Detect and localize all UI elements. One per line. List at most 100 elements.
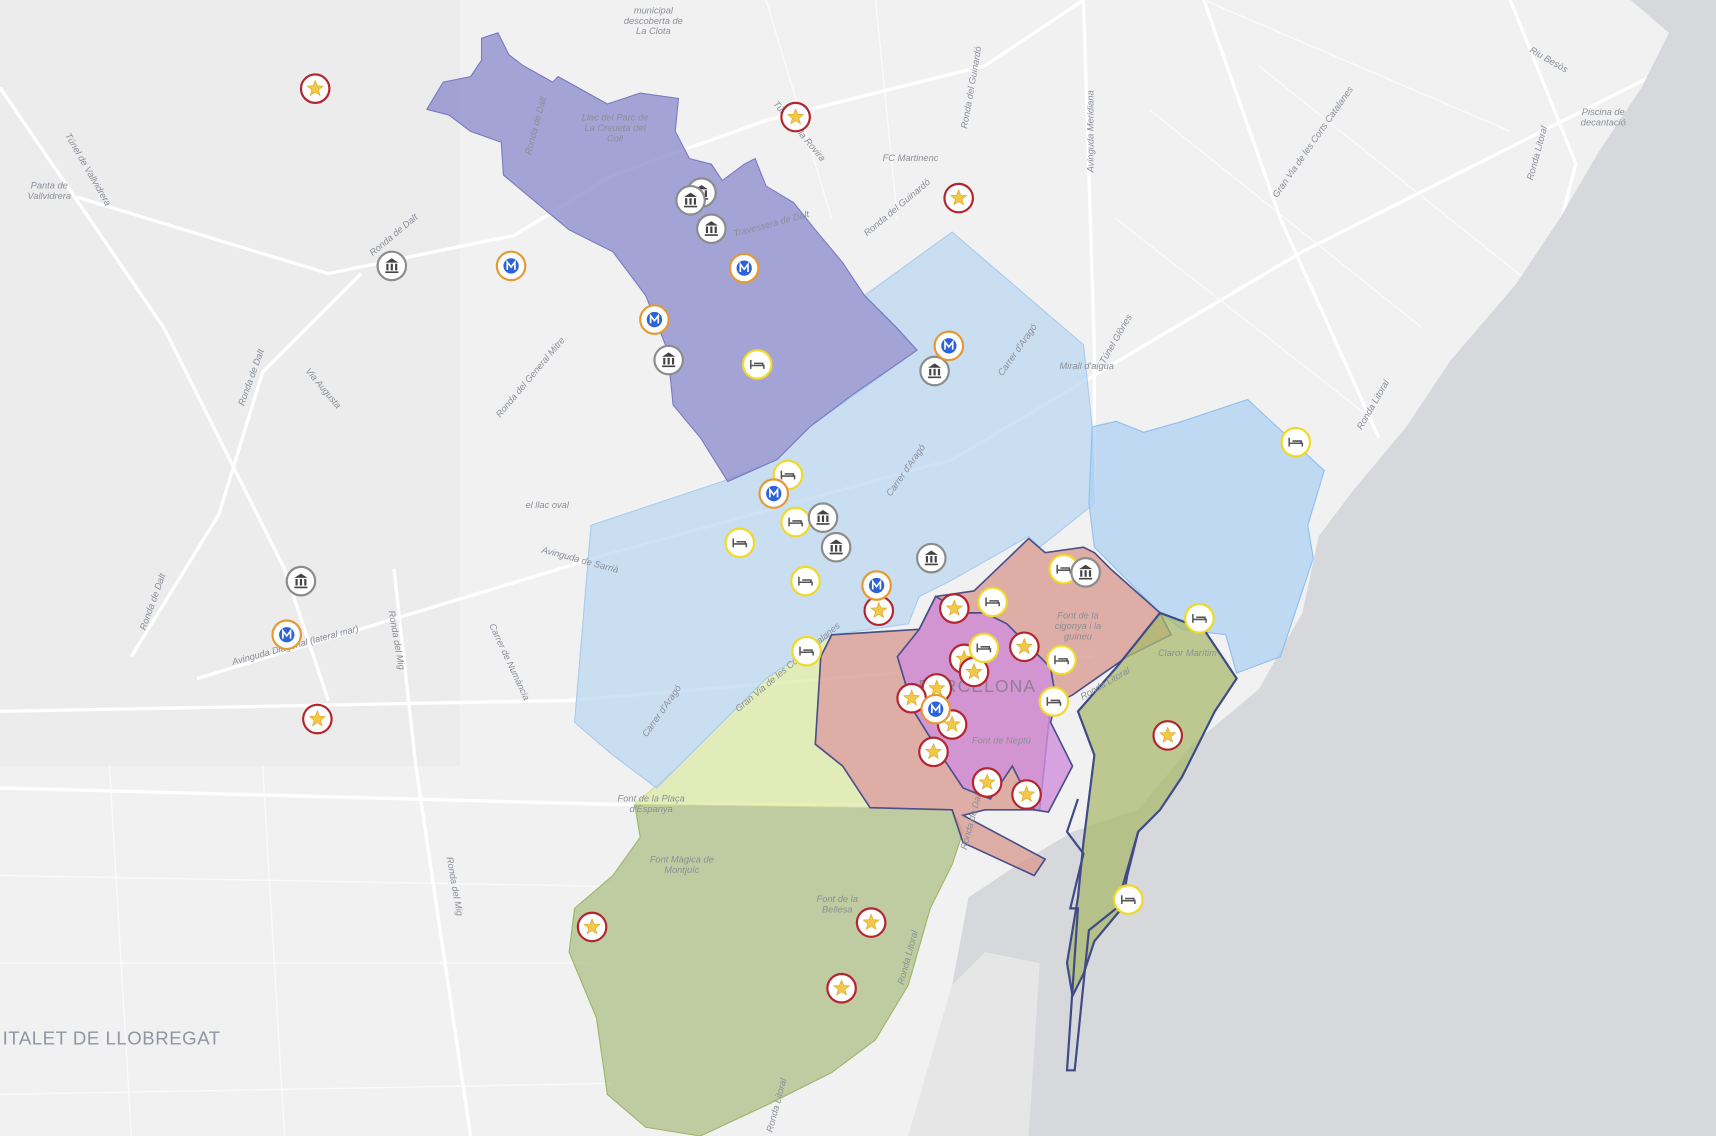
harbour-outline bbox=[1065, 798, 1140, 1072]
poi-marker-bed[interactable] bbox=[1184, 603, 1215, 634]
map-label: FC Martinenc bbox=[883, 153, 939, 163]
district[interactable] bbox=[1088, 398, 1325, 674]
map-label: municipal bbox=[634, 5, 674, 15]
marker-ring bbox=[968, 632, 1000, 664]
marker-ring bbox=[741, 349, 773, 380]
marker-ring bbox=[790, 565, 821, 597]
bed-icon bbox=[788, 517, 803, 527]
poi-marker-museum[interactable] bbox=[807, 502, 839, 533]
poi-marker-bed[interactable] bbox=[790, 565, 821, 597]
poi-marker-bed[interactable] bbox=[791, 635, 822, 667]
poi-marker-star[interactable] bbox=[918, 736, 949, 768]
bed-icon bbox=[732, 538, 748, 548]
map-label: cigonya i la bbox=[1055, 621, 1102, 631]
bed-icon bbox=[1054, 655, 1069, 665]
poi-marker-star[interactable] bbox=[1009, 631, 1040, 663]
poi-marker-museum[interactable] bbox=[1070, 557, 1101, 588]
poi-marker-bed[interactable] bbox=[1038, 686, 1070, 717]
map-label: ITALET DE LLOBREGAT bbox=[3, 1028, 221, 1049]
poi-marker-star[interactable] bbox=[299, 73, 331, 104]
star-icon bbox=[1015, 637, 1033, 655]
poi-marker-star[interactable] bbox=[943, 182, 975, 214]
map-label: descoberta de bbox=[624, 16, 683, 26]
poi-marker-star[interactable] bbox=[302, 703, 333, 735]
poi-marker-bed[interactable] bbox=[977, 586, 1008, 618]
map-label: Mirall d'aigua bbox=[1059, 361, 1113, 371]
poi-marker-bed[interactable] bbox=[1112, 884, 1144, 915]
road bbox=[392, 568, 473, 1136]
bed-icon bbox=[985, 597, 1000, 607]
poi-marker-star[interactable] bbox=[1011, 779, 1042, 810]
map-label: Claror Marítim bbox=[1158, 648, 1217, 658]
poi-marker-metro[interactable] bbox=[861, 570, 892, 601]
poi-marker-bed[interactable] bbox=[780, 506, 811, 538]
poi-marker-museum[interactable] bbox=[919, 355, 950, 387]
star-icon bbox=[924, 742, 943, 760]
poi-marker-star[interactable] bbox=[1152, 720, 1184, 751]
marker-ring bbox=[780, 506, 811, 538]
star-icon bbox=[943, 715, 961, 732]
hills bbox=[0, 0, 460, 767]
map-label: Piscina de bbox=[1582, 107, 1625, 117]
poi-marker-metro[interactable] bbox=[933, 330, 965, 362]
museum-icon bbox=[385, 258, 399, 274]
metro-m bbox=[769, 487, 779, 498]
poi-marker-museum[interactable] bbox=[916, 542, 947, 574]
poi-marker-metro[interactable] bbox=[728, 252, 760, 284]
district[interactable] bbox=[425, 32, 918, 483]
bed-icon bbox=[780, 470, 796, 480]
poi-marker-star[interactable] bbox=[938, 593, 970, 624]
bed-icon bbox=[976, 643, 992, 653]
map-label: Font de la Plaça bbox=[618, 793, 685, 803]
poi-marker-bed[interactable] bbox=[1046, 644, 1077, 676]
poi-marker-metro[interactable] bbox=[271, 619, 303, 651]
poi-marker-metro[interactable] bbox=[495, 250, 527, 282]
poi-marker-bed[interactable] bbox=[968, 632, 1000, 664]
poi-marker-bed[interactable] bbox=[741, 349, 773, 380]
poi-marker-bed[interactable] bbox=[724, 527, 756, 559]
star-icon bbox=[950, 188, 968, 206]
star-icon bbox=[945, 599, 963, 616]
poi-marker-metro[interactable] bbox=[639, 304, 670, 335]
map-label: Font de Neptú bbox=[972, 735, 1031, 745]
poi-marker-star[interactable] bbox=[896, 682, 927, 714]
map-label: Font Màgica de bbox=[650, 855, 714, 865]
poi-marker-star[interactable] bbox=[855, 907, 887, 938]
markers bbox=[271, 73, 1312, 1004]
poi-marker-museum[interactable] bbox=[696, 213, 727, 245]
metro-m bbox=[931, 702, 941, 714]
poi-marker-museum[interactable] bbox=[675, 184, 706, 216]
poi-marker-metro[interactable] bbox=[920, 693, 952, 725]
poi-marker-museum[interactable] bbox=[376, 250, 408, 282]
star-icon bbox=[1159, 726, 1177, 743]
star-icon bbox=[978, 773, 996, 790]
port bbox=[908, 952, 1040, 1136]
map-label: Panta de bbox=[31, 181, 68, 191]
museum-icon bbox=[924, 550, 938, 566]
map-label: el llac oval bbox=[525, 500, 569, 510]
star-icon bbox=[1017, 785, 1036, 802]
poi-marker-star[interactable] bbox=[971, 767, 1003, 798]
poi-marker-star[interactable] bbox=[576, 911, 608, 943]
poi-marker-metro[interactable] bbox=[758, 478, 790, 509]
poi-marker-bed[interactable] bbox=[1280, 426, 1312, 458]
star-icon bbox=[928, 679, 946, 696]
poi-marker-star[interactable] bbox=[826, 972, 857, 1004]
marker-ring bbox=[1046, 644, 1077, 676]
district[interactable] bbox=[1065, 611, 1238, 1000]
poi-marker-museum[interactable] bbox=[820, 531, 852, 563]
marker-ring bbox=[791, 635, 822, 667]
poi-marker-museum[interactable] bbox=[285, 565, 317, 597]
poi-marker-museum[interactable] bbox=[653, 344, 684, 376]
star-icon bbox=[832, 979, 851, 996]
road bbox=[0, 86, 330, 701]
poi-marker-star[interactable] bbox=[780, 101, 811, 133]
marker-ring bbox=[1280, 426, 1312, 458]
star-icon bbox=[786, 107, 805, 125]
marker-ring bbox=[1184, 603, 1215, 634]
map-label: La Clota bbox=[636, 26, 671, 36]
map-label: Vallvidrera bbox=[27, 191, 71, 201]
poi-marker-star[interactable] bbox=[863, 595, 895, 627]
